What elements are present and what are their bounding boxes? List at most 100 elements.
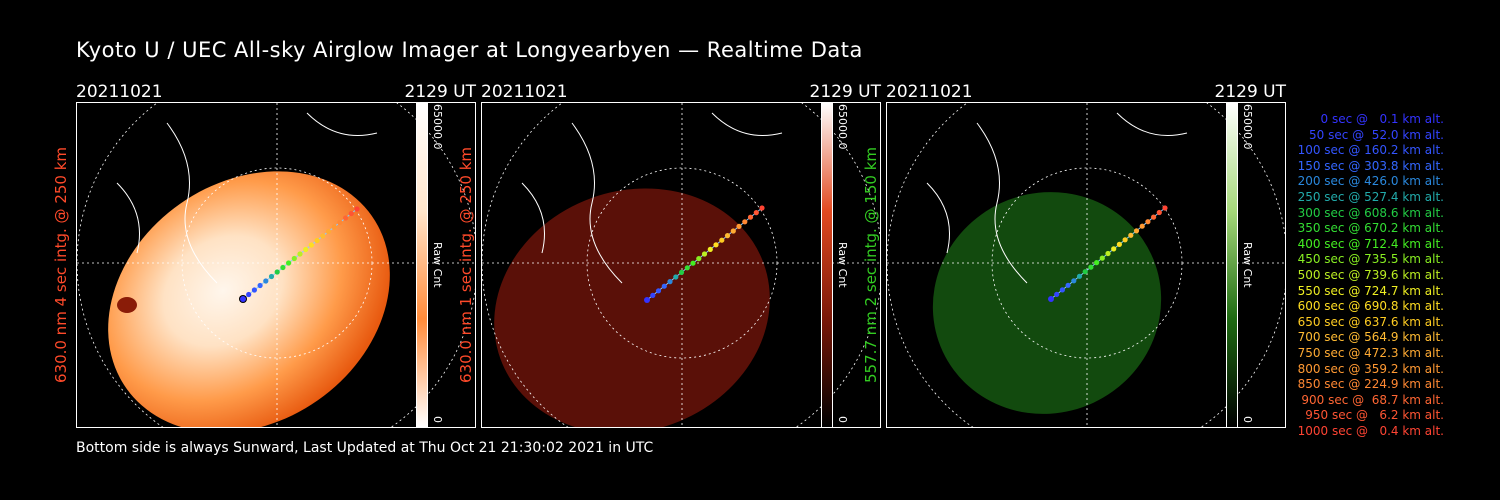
colorbar-unit-label: Raw Cnt xyxy=(836,242,849,288)
trajectory-point xyxy=(1116,241,1122,247)
legend-item: 200 sec @ 426.0 km alt. xyxy=(1297,174,1444,189)
trajectory-point xyxy=(354,206,360,212)
trajectory-point xyxy=(696,256,702,262)
airglow-image xyxy=(481,102,881,428)
trajectory-point xyxy=(246,291,252,298)
trajectory-point xyxy=(1088,264,1094,270)
trajectory-point xyxy=(1133,228,1140,234)
panel-630nm-1sec: 20211021 2129 UT 630.0 nm 1 sec intg. @ … xyxy=(457,80,882,430)
panel-557nm-2sec: 20211021 2129 UT 557.7 nm 2 sec intg. @ … xyxy=(862,80,1287,430)
legend-item: 850 sec @ 224.9 km alt. xyxy=(1297,377,1444,392)
trajectory-point xyxy=(1065,282,1071,288)
legend-item: 300 sec @ 608.6 km alt. xyxy=(1297,205,1444,220)
trajectory-point xyxy=(325,228,332,235)
legend-item: 550 sec @ 724.7 km alt. xyxy=(1297,283,1444,298)
panel-time: 2129 UT xyxy=(404,82,477,102)
colorbar-max-label: 65000.0 xyxy=(1241,104,1254,150)
legend-item: 650 sec @ 637.6 km alt. xyxy=(1297,314,1444,329)
trajectory-point xyxy=(251,287,257,293)
trajectory-point xyxy=(240,296,246,302)
colorbar xyxy=(1226,102,1238,428)
legend-item: 50 sec @ 52.0 km alt. xyxy=(1309,127,1444,142)
legend-item: 150 sec @ 303.8 km alt. xyxy=(1297,158,1444,173)
colorbar-max-label: 65000.0 xyxy=(431,104,444,150)
trajectory-point xyxy=(1151,214,1157,220)
colorbar-min-label: 0 xyxy=(836,416,849,423)
trajectory-point xyxy=(1082,269,1088,275)
trajectory-point xyxy=(1048,296,1054,302)
trajectory-point xyxy=(690,260,696,266)
colorbar-min-label: 0 xyxy=(1241,416,1254,423)
panel-date: 20211021 xyxy=(886,82,973,102)
footer-update-note: Bottom side is always Sunward, Last Upda… xyxy=(76,440,654,456)
trajectory-point xyxy=(268,273,275,280)
trajectory-point xyxy=(1111,246,1117,252)
trajectory-point xyxy=(291,255,297,262)
trajectory-point xyxy=(343,215,349,221)
panel-630nm-4sec: 20211021 2129 UT 630.0 nm 4 sec intg. @ … xyxy=(52,80,477,430)
trajectory-point xyxy=(667,279,673,285)
legend-item: 0 sec @ 0.1 km alt. xyxy=(1320,112,1445,126)
legend-item: 950 sec @ 6.2 km alt. xyxy=(1305,408,1444,423)
legend-item: 350 sec @ 670.2 km alt. xyxy=(1297,221,1444,236)
trajectory-point xyxy=(736,223,742,229)
trajectory-point xyxy=(724,233,731,239)
trajectory-point xyxy=(701,251,708,257)
trajectory-point xyxy=(719,237,725,243)
trajectory-point xyxy=(263,278,269,284)
trajectory-point xyxy=(678,269,685,275)
trajectory-point xyxy=(747,214,754,220)
airglow-image xyxy=(76,102,476,428)
trajectory-point xyxy=(1094,260,1100,266)
colorbar-unit-label: Raw Cnt xyxy=(1241,242,1254,288)
trajectory-point xyxy=(1139,223,1145,229)
trajectory-point xyxy=(297,251,303,257)
trajectory-point xyxy=(1162,205,1168,211)
trajectory-point xyxy=(650,292,656,298)
legend-item: 600 sec @ 690.8 km alt. xyxy=(1297,299,1444,314)
colorbar-max-label: 65000.0 xyxy=(836,104,849,150)
trajectory-point xyxy=(730,228,736,234)
trajectory-point xyxy=(1071,278,1077,284)
trajectory-point xyxy=(337,219,343,226)
trajectory-point xyxy=(1054,291,1060,297)
trajectory-point xyxy=(1105,250,1111,257)
trajectory-point xyxy=(713,242,719,248)
trajectory-point xyxy=(331,224,337,230)
panel-time: 2129 UT xyxy=(809,82,882,102)
trajectory-point xyxy=(1156,209,1162,216)
colorbar xyxy=(821,102,833,428)
legend-item: 900 sec @ 68.7 km alt. xyxy=(1301,392,1444,407)
colorbar-min-label: 0 xyxy=(431,416,444,423)
trajectory-point xyxy=(673,274,679,280)
trajectory-point xyxy=(661,283,667,289)
trajectory-point xyxy=(1076,273,1083,279)
trajectory-point xyxy=(257,282,263,289)
trajectory-point xyxy=(759,205,765,211)
trajectory-point xyxy=(308,242,314,248)
trajectory-point xyxy=(1059,287,1065,293)
legend-item: 1000 sec @ 0.4 km alt. xyxy=(1297,423,1444,438)
trajectory-point xyxy=(1099,255,1105,261)
trajectory-point xyxy=(280,264,286,271)
trajectory-point xyxy=(655,288,662,294)
legend-item: 500 sec @ 739.6 km alt. xyxy=(1297,267,1444,282)
panel-date: 20211021 xyxy=(481,82,568,102)
trajectory-point xyxy=(274,269,280,275)
legend-item: 100 sec @ 160.2 km alt. xyxy=(1297,143,1444,158)
panel-ylabel: 630.0 nm 1 sec intg. @ 250 km xyxy=(457,146,475,384)
trajectory-point xyxy=(742,219,748,225)
trajectory-legend: 0 sec @ 0.1 km alt. 50 sec @ 52.0 km alt.… xyxy=(1262,112,1444,439)
trajectory-point xyxy=(1128,232,1134,238)
legend-item: 250 sec @ 527.4 km alt. xyxy=(1297,189,1444,204)
trajectory-point xyxy=(1122,237,1128,243)
trajectory-point xyxy=(753,210,759,216)
legend-item: 750 sec @ 472.3 km alt. xyxy=(1297,345,1444,360)
legend-item: 400 sec @ 712.4 km alt. xyxy=(1297,236,1444,251)
legend-item: 800 sec @ 359.2 km alt. xyxy=(1297,361,1444,376)
panel-time: 2129 UT xyxy=(1214,82,1287,102)
panel-ylabel: 630.0 nm 4 sec intg. @ 250 km xyxy=(52,146,70,384)
airglow-image xyxy=(886,102,1286,428)
colorbar-unit-label: Raw Cnt xyxy=(431,242,444,288)
colorbar xyxy=(416,102,428,428)
